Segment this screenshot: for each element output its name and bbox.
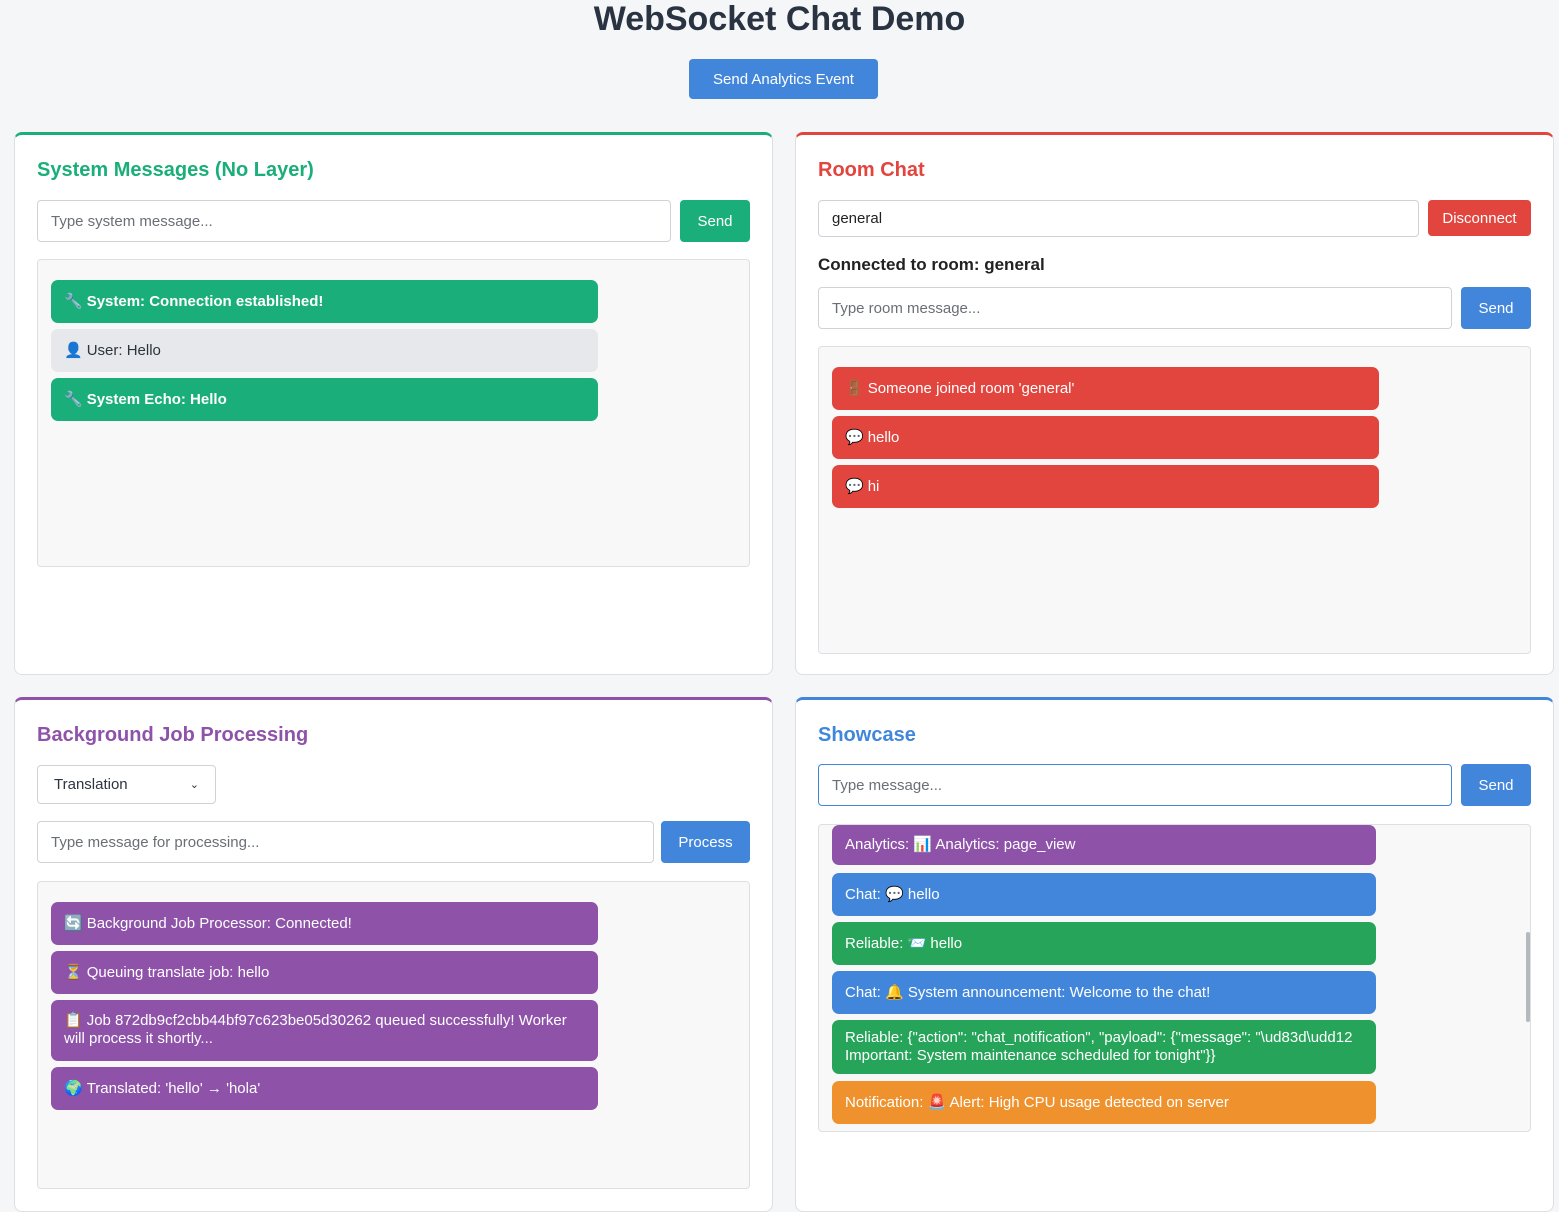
door-icon: 🚪 <box>845 379 864 397</box>
room-panel-heading: Room Chat <box>818 159 925 181</box>
list-item: Analytics: 📊 Analytics: page_view <box>832 825 1376 865</box>
showcase-panel: Showcase Send Analytics: 📊 Analytics: pa… <box>795 697 1554 1212</box>
job-type-selected: Translation <box>54 776 128 793</box>
room-message-input[interactable] <box>818 287 1452 329</box>
job-type-select[interactable]: Translation ⌄ <box>37 765 216 804</box>
process-button[interactable]: Process <box>661 821 750 863</box>
background-job-panel: Background Job Processing Translation ⌄ … <box>14 697 773 1212</box>
list-item: Chat: 💬 hello <box>832 873 1376 916</box>
job-message-input[interactable] <box>37 821 654 863</box>
list-item: Reliable: {"action": "chat_notification"… <box>832 1020 1376 1074</box>
room-chat-panel: Room Chat Disconnect Connected to room: … <box>795 132 1554 675</box>
system-panel-heading: System Messages (No Layer) <box>37 159 314 181</box>
speech-bubble-icon: 💬 <box>845 477 864 495</box>
list-item: 🔄 Background Job Processor: Connected! <box>51 902 598 945</box>
wrench-icon: 🔧 <box>64 292 83 310</box>
room-name-input[interactable] <box>818 200 1419 237</box>
list-item: 📋 Job 872db9cf2cbb44bf97c623be05d30262 qu… <box>51 1000 598 1061</box>
system-messages-panel: System Messages (No Layer) Send 🔧 System… <box>14 132 773 675</box>
user-icon: 👤 <box>64 341 83 359</box>
disconnect-button[interactable]: Disconnect <box>1428 200 1531 236</box>
wrench-icon: 🔧 <box>64 390 83 408</box>
refresh-icon: 🔄 <box>64 914 83 932</box>
send-analytics-event-button[interactable]: Send Analytics Event <box>689 59 878 99</box>
showcase-messages-list[interactable]: Analytics: 📊 Analytics: page_view Chat: … <box>818 824 1531 1132</box>
list-item: Chat: 🔔 System announcement: Welcome to … <box>832 971 1376 1014</box>
showcase-panel-heading: Showcase <box>818 724 916 746</box>
job-messages-list[interactable]: 🔄 Background Job Processor: Connected! ⏳… <box>37 881 750 1189</box>
list-item: 💬 hi <box>832 465 1379 508</box>
showcase-send-button[interactable]: Send <box>1461 764 1531 806</box>
connected-room-status: Connected to room: general <box>818 255 1045 274</box>
speech-bubble-icon: 💬 <box>845 428 864 446</box>
list-item: ⏳ Queuing translate job: hello <box>51 951 598 994</box>
job-panel-heading: Background Job Processing <box>37 724 309 746</box>
system-messages-list[interactable]: 🔧 System: Connection established! 👤 User… <box>37 259 750 567</box>
list-item: 💬 hello <box>832 416 1379 459</box>
hourglass-icon: ⏳ <box>64 963 83 981</box>
globe-icon: 🌍 <box>64 1079 83 1097</box>
room-messages-list[interactable]: 🚪 Someone joined room 'general' 💬 hello … <box>818 346 1531 654</box>
list-item: Notification: 🚨 Alert: High CPU usage de… <box>832 1081 1376 1124</box>
list-item: 🌍 Translated: 'hello' → 'hola' <box>51 1067 598 1110</box>
list-item: 🔧 System: Connection established! <box>51 280 598 323</box>
system-message-input[interactable] <box>37 200 671 242</box>
room-send-button[interactable]: Send <box>1461 287 1531 329</box>
showcase-message-input[interactable] <box>818 764 1452 806</box>
page-title: WebSocket Chat Demo <box>593 0 966 38</box>
chevron-down-icon: ⌄ <box>189 779 199 791</box>
system-send-button[interactable]: Send <box>680 200 750 242</box>
list-item: 👤 User: Hello <box>51 329 598 372</box>
list-item: Reliable: 📨 hello <box>832 922 1376 965</box>
clipboard-icon: 📋 <box>64 1012 83 1029</box>
list-item: 🚪 Someone joined room 'general' <box>832 367 1379 410</box>
list-item: 🔧 System Echo: Hello <box>51 378 598 421</box>
showcase-scrollbar[interactable] <box>1526 932 1530 1022</box>
